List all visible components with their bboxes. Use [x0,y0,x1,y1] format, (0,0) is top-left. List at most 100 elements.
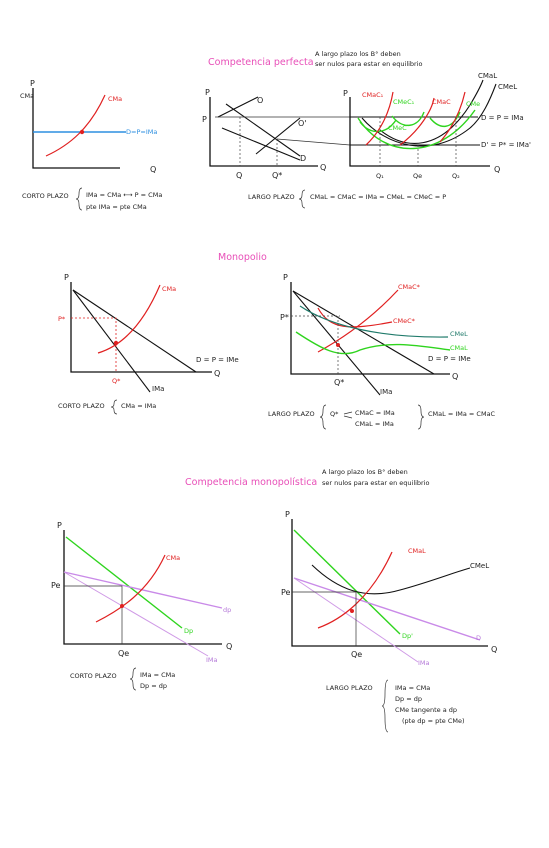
label-q2: Q₂ [452,172,460,180]
label-cme: CMe [466,100,480,108]
monopolistic-short-run-caption: CORTO PLAZO IMa = CMa Dp = dp [70,667,175,691]
cmal-curve [295,331,451,355]
demand-d [225,103,301,157]
label-cmac: CMaC [432,98,451,106]
demand-line [72,289,197,373]
label-cmec1: CMeC₁ [393,98,415,106]
axes [70,282,212,373]
cmal-curve [379,79,484,144]
axes [291,519,488,647]
axis-label-p: P [283,273,288,282]
label-cmel: CMeL [498,83,517,91]
d-line [293,577,481,641]
cma-curve [45,94,106,157]
guide-pe [64,585,123,644]
label-cmel: CMeL [470,562,489,570]
caption-line1: CMaC = IMa [355,409,395,417]
brace [381,679,389,733]
label-q1: Q₁ [376,172,384,180]
monopolistic-long-run-graph: P Q Pe Qe CMaL CMeL Dp' D IMa [281,510,497,667]
section-title-perfect: Competencia perfecta [208,57,314,68]
axis-label-p: P [57,521,62,530]
caption-line2: pte IMa = pte CMa [86,203,147,211]
label-cma: CMa [166,554,180,562]
cmac1-red [365,91,394,146]
label-cmal: CMaL [408,547,426,555]
label-demand-prime: D' = P* = IMa' [481,141,531,149]
brace-right [417,404,425,430]
label-qe: Qe [118,649,129,658]
axis-label-cma: CMa [20,92,34,100]
caption-line2: Dp = dp [395,695,422,703]
cmec-green-main [357,109,476,150]
label-d: D [300,154,306,163]
cmec-curve [317,307,393,328]
label-cmac1: CMaC₁ [362,91,384,99]
perfect-note-line1: A largo plazo los B° deben [315,50,401,58]
perfect-short-run-caption: CORTO PLAZO IMa = CMa ⟷ P = CMa pte IMa … [22,187,162,211]
section-title-monopolistic: Competencia monopolística [185,477,317,488]
label-qe: Qe [351,650,362,659]
caption-line1: IMa = CMa ⟷ P = CMa [86,191,162,199]
label-q-mark: Q [236,171,242,180]
label-demand: D = P = IMa [481,114,524,122]
axis-label-q: Q [150,165,156,174]
label-cmec: CMeC* [393,317,416,325]
cme-green [429,111,461,127]
brace [75,187,83,211]
cma-curve [95,554,166,623]
axis-label-p: P [285,510,290,519]
label-demand: D = P = IMe [428,355,471,363]
brace [298,189,306,209]
perfect-long-run-caption: LARGO PLAZO CMaL = CMaC = IMa = CMeL = C… [248,189,446,209]
caption-line1: IMa = CMa [395,684,430,692]
ima-line [72,289,151,393]
caption-q: Q* [330,410,339,418]
equilibrium-point [79,129,85,135]
dp-prime-line [293,529,401,635]
price-mark: P [202,115,207,124]
cmal-curve [317,551,393,629]
label-cmal: CMaL [478,72,497,80]
axis-label-q: Q [214,369,220,378]
section-title-monopoly: Monopolio [218,252,267,263]
caption-line2: CMaL = IMa [355,420,394,428]
equilibrium-point [113,340,119,346]
caption-arrow [343,411,353,419]
caption-line2: Dp = dp [140,682,167,690]
perfect-market-graph: P Q P O O' D Q Q* [202,88,326,180]
caption-text: CMaL = CMaC = IMa = CMeL = CMeC = P [310,193,446,201]
perfect-short-run-graph: P CMa Q CMa D=P=IMa [20,79,157,174]
label-q-star: Q* [272,171,282,180]
cmel-curve [311,564,471,595]
demand-label: D=P=IMa [126,128,157,136]
label-o: O [257,96,263,105]
monopoly-long-run-caption: LARGO PLAZO Q* CMaC = IMa CMaL = IMa CMa… [268,404,496,430]
caption-text: CMa = IMa [121,402,156,410]
equilibrium-point [336,343,340,347]
axis-label-q: Q [452,372,458,381]
axis-label-p: P [30,79,35,88]
caption-label: CORTO PLAZO [70,672,117,680]
monopoly-short-run-graph: P Q P* Q* CMa D = P = IMe IMa [58,273,239,393]
label-q-star: Q* [334,378,344,387]
label-ima: IMa [418,659,430,667]
cma-curve [97,284,161,354]
axes [32,88,120,169]
caption-right: CMaL = IMa = CMaC [428,410,496,418]
dp-line [63,571,223,609]
dp-demand-line [65,536,183,629]
demand-line [292,290,435,375]
axes [349,97,490,167]
axes [63,530,222,645]
equilibrium-point [120,604,124,608]
caption-label: LARGO PLAZO [268,410,315,418]
label-ima: IMa [380,388,392,396]
connector-price-lower [276,138,351,146]
label-cmec: CMeC [388,124,407,132]
axis-label-p: P [205,88,210,97]
perfect-note-line2: ser nulos para estar en equilibrio [315,60,423,68]
cmec-green-mid [391,111,425,126]
axis-label-q: Q [494,165,500,174]
